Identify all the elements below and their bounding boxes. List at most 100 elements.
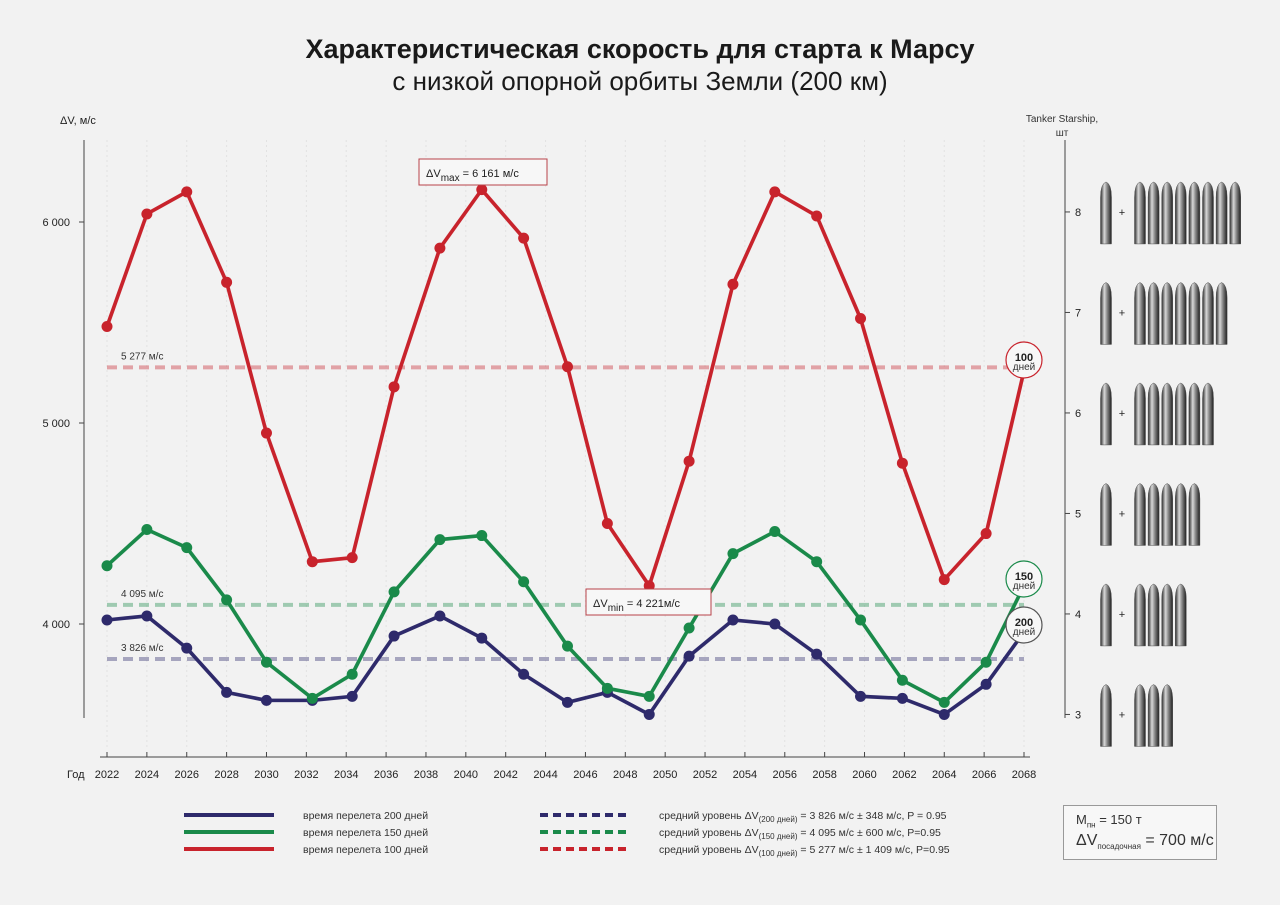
data-point xyxy=(855,614,867,626)
rocket-body xyxy=(1175,483,1187,546)
data-point xyxy=(434,610,446,622)
x-tick-label: 2040 xyxy=(454,769,478,781)
data-point xyxy=(181,542,193,554)
plus-sign: + xyxy=(1119,408,1125,420)
tanker-icon xyxy=(1134,483,1146,546)
x-tick-label: 2036 xyxy=(374,769,398,781)
tanker-icon xyxy=(1147,483,1160,546)
data-point xyxy=(811,648,823,660)
plus-sign: + xyxy=(1119,609,1125,621)
data-point xyxy=(938,708,950,720)
y-tick-label: 5 000 xyxy=(42,418,70,430)
rocket-body xyxy=(1161,583,1173,647)
x-tick-label: 2030 xyxy=(254,769,278,781)
tanker-icon xyxy=(1188,282,1201,345)
rocket-body xyxy=(1215,181,1228,245)
x-tick-label: 2026 xyxy=(174,769,198,781)
x-axis-label: Год xyxy=(67,769,85,781)
data-point xyxy=(181,186,193,198)
plus-sign: + xyxy=(1119,307,1125,319)
x-tick-label: 2044 xyxy=(533,769,557,781)
x-tick-label: 2062 xyxy=(892,769,916,781)
data-point xyxy=(260,694,272,706)
tanker-icon xyxy=(1202,181,1214,245)
x-tick-label: 2060 xyxy=(852,769,876,781)
series-line xyxy=(105,527,1026,705)
tanker-icon xyxy=(1161,483,1173,546)
end-badge-value: 200 xyxy=(1015,617,1033,629)
y2-tick-label: 4 xyxy=(1075,609,1081,621)
rocket-body xyxy=(1175,181,1187,245)
data-point xyxy=(346,552,358,564)
rocket-body xyxy=(1100,684,1112,747)
y2-tick-label: 3 xyxy=(1075,709,1081,721)
starship-icon xyxy=(1100,282,1112,345)
data-point xyxy=(221,686,233,698)
data-point xyxy=(141,208,153,220)
rocket-body xyxy=(1202,181,1214,245)
data-point xyxy=(896,692,908,704)
rocket-body xyxy=(1147,181,1160,245)
tanker-icon xyxy=(1175,382,1187,446)
data-point xyxy=(643,708,655,720)
payload-mass-text: Mпн = 150 т xyxy=(1076,812,1142,830)
rocket-body xyxy=(1147,282,1160,345)
rocket-body xyxy=(1175,583,1187,647)
payload-mass-box: Mпн = 150 т ΔVпосадочная = 700 м/с xyxy=(1063,805,1217,860)
legend-line-label: время перелета 200 дней xyxy=(303,810,428,822)
legend-line-label: время перелета 150 дней xyxy=(303,827,428,839)
y2-axis-label: Tanker Starship, xyxy=(1026,114,1098,125)
data-point xyxy=(141,610,153,622)
end-badge-unit: дней xyxy=(1013,627,1036,638)
tanker-icon xyxy=(1161,382,1173,446)
data-point xyxy=(769,526,781,538)
end-badge-value: 100 xyxy=(1015,352,1033,364)
series-line xyxy=(105,187,1026,588)
rocket-body xyxy=(1215,282,1228,345)
rocket-body xyxy=(1100,382,1112,446)
data-point xyxy=(896,674,908,686)
mean-label: 5 277 м/с xyxy=(121,351,163,362)
rocket-body xyxy=(1229,181,1241,245)
data-point xyxy=(683,622,695,634)
data-point xyxy=(434,242,446,254)
data-point xyxy=(260,427,272,439)
starship-icon xyxy=(1100,684,1112,747)
y2-axis-label-unit: шт xyxy=(1056,128,1069,139)
data-point xyxy=(811,556,823,568)
x-tick-label: 2052 xyxy=(693,769,717,781)
rocket-body xyxy=(1161,181,1173,245)
end-badge xyxy=(1005,606,1043,644)
data-point xyxy=(346,690,358,702)
rocket-body xyxy=(1175,382,1187,446)
x-tick-label: 2058 xyxy=(812,769,836,781)
data-point xyxy=(683,650,695,662)
data-point xyxy=(855,312,867,324)
data-point xyxy=(980,678,992,690)
annotation-min-box xyxy=(585,588,712,616)
data-point xyxy=(260,656,272,668)
data-point xyxy=(346,668,358,680)
data-point xyxy=(727,548,739,560)
rocket-body xyxy=(1134,583,1146,647)
data-point xyxy=(643,690,655,702)
data-point xyxy=(388,586,400,598)
rocket-body xyxy=(1134,181,1146,245)
annotation-max-text: ΔVmax = 6 161 м/с xyxy=(426,168,519,184)
end-badge-unit: дней xyxy=(1013,581,1036,592)
tanker-icon xyxy=(1175,583,1187,647)
y-axis-label: ΔV, м/с xyxy=(60,115,96,127)
rocket-body xyxy=(1134,483,1146,546)
data-point xyxy=(434,534,446,546)
data-point xyxy=(896,457,908,469)
tanker-icon xyxy=(1147,382,1160,446)
rocket-body xyxy=(1188,181,1201,245)
rocket-body xyxy=(1161,483,1173,546)
data-point xyxy=(518,576,530,588)
data-point xyxy=(601,682,613,694)
data-point xyxy=(683,455,695,467)
x-tick-label: 2064 xyxy=(932,769,956,781)
tanker-icon xyxy=(1188,483,1201,546)
y2-tick-label: 5 xyxy=(1075,508,1081,520)
